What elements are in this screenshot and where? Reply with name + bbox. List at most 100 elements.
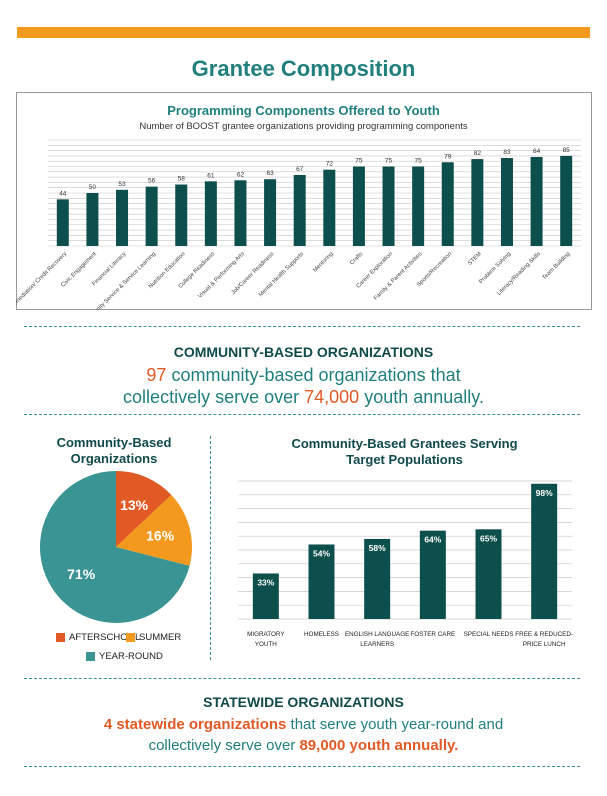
bar xyxy=(204,181,217,246)
pie-slice-label: 71% xyxy=(67,566,96,582)
top-accent-bar xyxy=(17,27,590,38)
data-label: 84 xyxy=(533,148,541,155)
data-label: 50 xyxy=(89,184,97,191)
data-label: 72 xyxy=(326,161,334,168)
divider xyxy=(24,414,580,415)
x-tick-label: Family & Parent Activities xyxy=(373,251,424,302)
data-label: 85 xyxy=(563,147,571,154)
bar xyxy=(323,169,336,246)
programming-chart-frame xyxy=(16,92,592,310)
bar xyxy=(56,199,69,246)
x-tick-label: ENGLISH LANGUAGE xyxy=(345,631,409,638)
bar xyxy=(293,174,306,246)
bar xyxy=(308,544,335,619)
legend-label-afterschool: AFTERSCHOOL xyxy=(69,632,141,643)
target-title-line-2: Target Populations xyxy=(346,452,463,467)
x-tick-label: SPECIAL NEEDS xyxy=(464,631,514,638)
x-tick-label: HOMELESS xyxy=(304,631,339,638)
statewide-line-2-text: collectively serve over xyxy=(148,737,300,754)
target-chart-title: Community-Based Grantees Serving Target … xyxy=(232,436,577,468)
x-tick-label: Mentoring xyxy=(312,251,334,273)
pie-title-line-1: Community-Based xyxy=(56,435,172,450)
data-label: 75 xyxy=(385,158,393,165)
bar xyxy=(500,158,513,246)
bar xyxy=(560,155,573,246)
statewide-line-1: 4 statewide organizations that serve you… xyxy=(0,714,607,735)
bar xyxy=(86,193,99,246)
pie-slice-label: 13% xyxy=(120,497,149,513)
legend-year-round: YEAR-ROUND xyxy=(86,651,163,662)
bar xyxy=(264,179,277,246)
data-label: 44 xyxy=(59,190,67,197)
community-line-2: collectively serve over 74,000 youth ann… xyxy=(0,386,607,408)
x-tick-label: FOSTER CARE xyxy=(410,631,455,638)
x-tick-label: YOUTH xyxy=(255,641,277,648)
data-label: 58 xyxy=(178,176,186,183)
data-label: 75 xyxy=(415,158,423,165)
page-title: Grantee Composition xyxy=(191,56,416,81)
data-label: 82 xyxy=(474,150,482,157)
bar xyxy=(116,189,129,246)
bar xyxy=(471,159,484,246)
pie-slice-year-round xyxy=(39,471,190,623)
community-line-2-text-b: youth annually. xyxy=(359,387,484,407)
data-label: 58% xyxy=(369,543,386,553)
community-count: 97 xyxy=(146,365,167,385)
data-label: 64% xyxy=(424,535,441,545)
community-youth-count: 74,000 xyxy=(304,387,360,407)
legend-swatch-afterschool xyxy=(56,633,65,642)
bar xyxy=(145,186,158,246)
divider xyxy=(24,678,580,679)
data-label: 62 xyxy=(237,171,245,178)
data-label: 53 xyxy=(118,181,126,188)
data-label: 56 xyxy=(148,178,156,185)
bar xyxy=(412,166,425,246)
target-populations-chart: 33% MIGRATORY YOUTH 54% HOMELESS 58% ENGLISH L… xyxy=(238,480,573,648)
legend-summer: SUMMER xyxy=(126,632,181,643)
pie-title-line-2: Organizations xyxy=(70,451,158,466)
statewide-line-2: collectively serve over 89,000 youth ann… xyxy=(0,735,607,756)
programming-chart: 44 Academic Remediation/ Credit Recovery 5… xyxy=(16,139,581,310)
data-label: 83 xyxy=(503,149,511,156)
bar xyxy=(175,184,188,246)
data-label: 98% xyxy=(536,488,553,498)
bar xyxy=(441,162,454,246)
statewide-heading: STATEWIDE ORGANIZATIONS xyxy=(203,694,404,710)
x-tick-label: LEARNERS xyxy=(360,641,394,648)
legend-label-summer: SUMMER xyxy=(139,632,182,643)
x-tick-label: Academic Remediation/ Credit Recovery xyxy=(16,251,68,310)
programming-chart-subtitle: Number of BOOST grantee organizations pr… xyxy=(139,121,468,132)
x-tick-label: Team Building xyxy=(542,251,572,281)
legend-label-year-round: YEAR-ROUND xyxy=(99,651,163,662)
data-label: 67 xyxy=(296,166,304,173)
data-label: 79 xyxy=(444,153,452,160)
bar xyxy=(475,529,502,619)
divider xyxy=(24,766,580,767)
programming-chart-title: Programming Components Offered to Youth xyxy=(167,103,440,118)
x-tick-label: STEM xyxy=(467,251,483,267)
x-tick-label: PRICE LUNCH xyxy=(523,641,566,648)
legend-swatch-year-round xyxy=(86,652,95,661)
x-tick-label: MIGRATORY xyxy=(247,631,285,638)
data-label: 61 xyxy=(207,172,215,179)
data-label: 63 xyxy=(266,170,274,177)
vertical-divider xyxy=(210,436,211,660)
data-label: 54% xyxy=(313,548,330,558)
bar xyxy=(530,156,543,246)
data-label: 65% xyxy=(480,533,497,543)
bar xyxy=(234,180,247,246)
bar xyxy=(364,538,391,619)
data-label: 75 xyxy=(355,158,363,165)
pie-slice-summer xyxy=(116,494,192,566)
data-label: 33% xyxy=(257,577,274,587)
pie-slice-label: 16% xyxy=(146,528,175,544)
bar xyxy=(382,166,395,246)
legend-swatch-summer xyxy=(126,633,135,642)
pie-slice-afterschool xyxy=(116,471,172,547)
statewide-youth-count: 89,000 youth annually. xyxy=(299,737,459,754)
community-line-2-text-a: collectively serve over xyxy=(123,387,305,407)
statewide-count: 4 statewide organizations xyxy=(103,716,287,733)
bar xyxy=(352,166,365,246)
legend-afterschool: AFTERSCHOOL xyxy=(56,632,140,643)
divider xyxy=(24,326,580,327)
